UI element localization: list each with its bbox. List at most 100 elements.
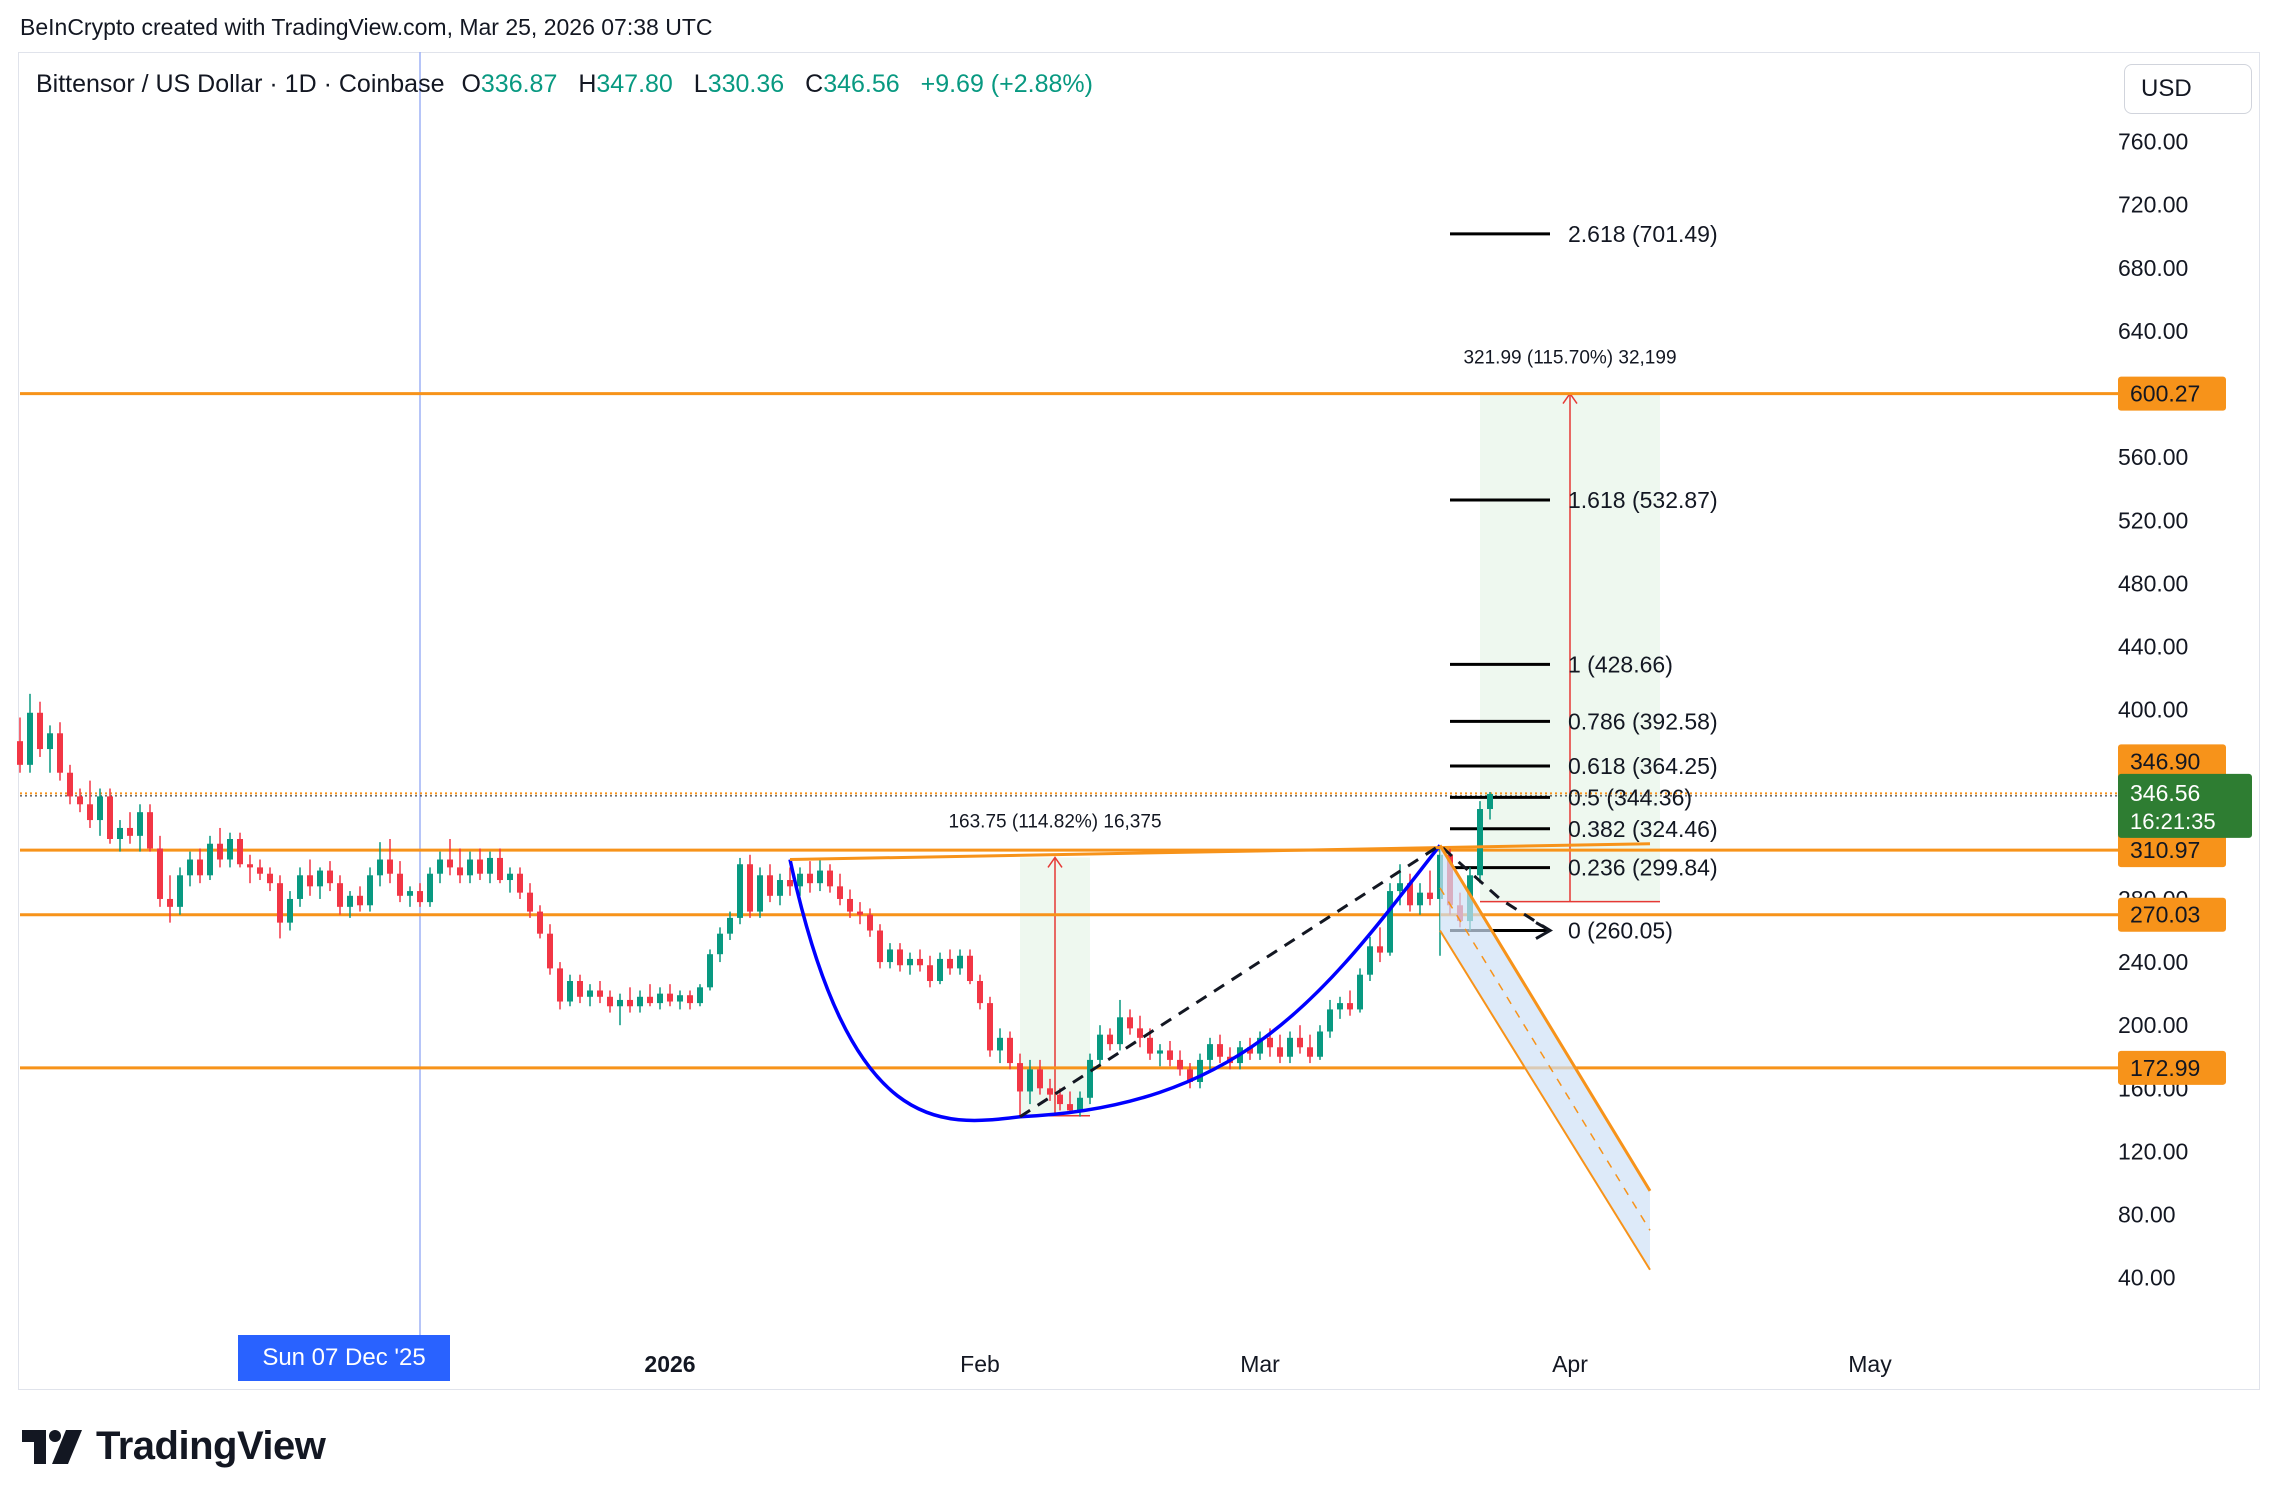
candle-body (687, 995, 693, 1004)
candle-body (837, 886, 843, 899)
candle-body (977, 981, 983, 1004)
candle-body (357, 895, 363, 906)
level-price-badge (2118, 833, 2226, 868)
level-price-badge (2118, 376, 2226, 411)
candle-body (1017, 1063, 1023, 1092)
price-tick-label: 480.00 (2118, 570, 2188, 596)
down-channel-fill (1440, 845, 1650, 1270)
candle-body (207, 843, 213, 876)
candle-body (1247, 1047, 1253, 1054)
candle-body (177, 875, 183, 907)
fib-level-label: 0 (260.05) (1568, 917, 1673, 943)
candle-body (987, 1003, 993, 1051)
price-badges: 600.27 310.97 270.03 172.99 346.90 346.56 16:2… (2118, 376, 2252, 1085)
candle-body (117, 827, 123, 839)
measurement-label: 321.99 (115.70%) 32,199 (1463, 348, 1676, 369)
price-tick-label: 200.00 (2118, 1012, 2188, 1038)
candle-body (127, 827, 133, 836)
candle-body (1087, 1059, 1093, 1098)
candle-body (667, 993, 673, 1002)
chart-frame[interactable] (18, 52, 2260, 1390)
candle-body (17, 741, 23, 765)
currency-button[interactable]: USD (2124, 64, 2252, 114)
candle-body (597, 990, 603, 997)
candle-body (307, 875, 313, 887)
candle-body (497, 857, 503, 881)
price-tick-label: 120.00 (2118, 1138, 2188, 1164)
tradingview-logo-text: TradingView (96, 1424, 326, 1468)
candle-body (367, 875, 373, 906)
level-price-badge (2118, 897, 2226, 932)
candle-body (107, 796, 113, 839)
candle-body (657, 993, 663, 1004)
candle-body (767, 875, 773, 896)
candle-body (457, 867, 463, 876)
candle-body (447, 859, 453, 868)
candle-body (997, 1037, 1003, 1051)
candle-body (887, 949, 893, 963)
candle-body (957, 955, 963, 969)
crosshair-date-badge: Sun 07 Dec '25 (238, 1335, 450, 1381)
candle-body (717, 933, 723, 955)
level-price-badge (2118, 1050, 2226, 1085)
countdown-label: 16:21:35 (2130, 809, 2216, 834)
time-axis: 2026 Feb Mar Apr May (644, 1351, 1892, 1377)
candle-body (1127, 1017, 1133, 1029)
candle-body (587, 990, 593, 997)
candle-body (477, 859, 483, 874)
candle-body (1037, 1069, 1043, 1089)
candle-body (1377, 946, 1383, 953)
projection-boxes: 163.75 (114.82%) 16,375 321.99 (115.70%) … (948, 348, 1677, 1117)
candle-body (727, 917, 733, 934)
candle-body (907, 958, 913, 966)
time-tick-label: Feb (960, 1351, 1000, 1377)
candle-body (217, 843, 223, 860)
candle-body (387, 859, 393, 874)
pattern-annotations (788, 842, 1652, 1271)
candle-body (1357, 974, 1363, 1010)
candle-body (237, 839, 243, 865)
candle-body (627, 999, 633, 1007)
candle-body (1427, 892, 1433, 899)
candle-body (1417, 892, 1423, 906)
candle-body (1257, 1037, 1263, 1054)
candle-body (1167, 1050, 1173, 1060)
cup-rim-line (789, 842, 1651, 862)
down-channel-upper (1438, 844, 1652, 1192)
candle-body (327, 870, 333, 884)
tradingview-logo[interactable]: TradingView (22, 1424, 326, 1469)
attribution-header: BeInCrypto created with TradingView.com,… (20, 14, 713, 40)
low-value: 330.36 (707, 70, 785, 98)
open-label: O (461, 70, 481, 98)
candle-body (467, 859, 473, 876)
fib-level-label: 0.382 (324.46) (1568, 816, 1718, 842)
candle-body (937, 958, 943, 982)
candle-body (707, 954, 713, 988)
candle-body (1317, 1031, 1323, 1057)
last-price-badge (2118, 773, 2252, 838)
candle-body (337, 883, 343, 907)
low-label: L (693, 70, 708, 98)
candle-body (1057, 1094, 1063, 1105)
time-tick-label: Apr (1552, 1351, 1588, 1377)
candle-body (537, 911, 543, 934)
candle-body (557, 968, 563, 1002)
fibonacci-levels: 2.618 (701.49) 1.618 (532.87) 1 (428.66) 0.… (1450, 221, 1718, 943)
candle-body (637, 996, 643, 1007)
candle-body (517, 873, 523, 893)
fib-level-label: 2.618 (701.49) (1568, 221, 1718, 247)
candle-body (1197, 1059, 1203, 1082)
candle-body (47, 733, 53, 750)
candle-body (1277, 1047, 1283, 1057)
projected-path-arrowhead (1535, 921, 1554, 940)
candle-body (97, 796, 103, 821)
candle-body (1137, 1028, 1143, 1038)
fib-level-label: 1 (428.66) (1568, 651, 1673, 677)
price-tick-label: 40.00 (2118, 1265, 2176, 1291)
candle-body (407, 891, 413, 896)
level-price-badge-label: 172.99 (2130, 1055, 2200, 1081)
candle-body (87, 804, 93, 821)
candle-body (1047, 1088, 1053, 1095)
candle-body (1407, 883, 1413, 906)
